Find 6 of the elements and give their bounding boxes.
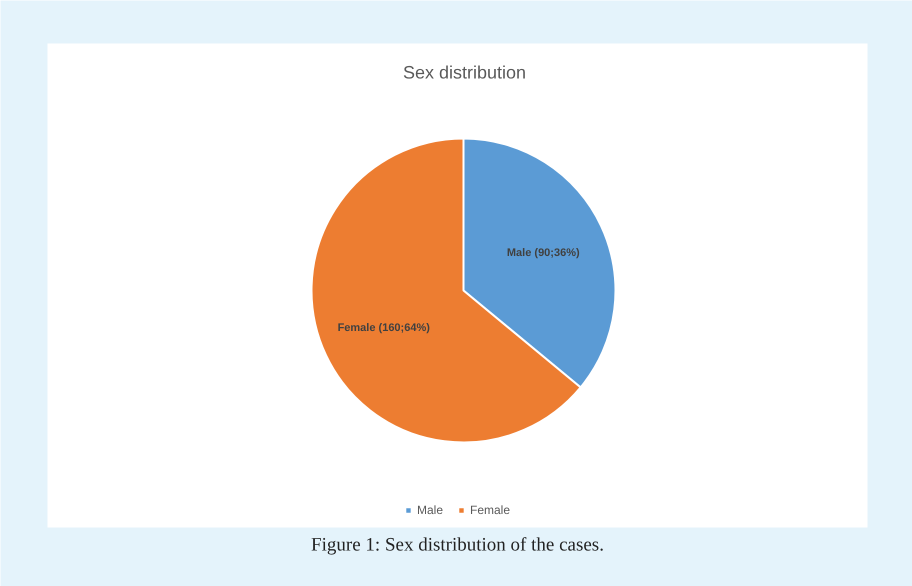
caption: Figure 1: Sex distribution of the cases. <box>311 534 604 556</box>
data-label: Female (160;64%) <box>338 322 430 334</box>
legend-label: Male <box>416 503 443 517</box>
legend-label: Female <box>470 503 510 517</box>
chart-title: Sex distribution <box>402 62 526 82</box>
data-label: Male (90;36%) <box>506 246 580 259</box>
